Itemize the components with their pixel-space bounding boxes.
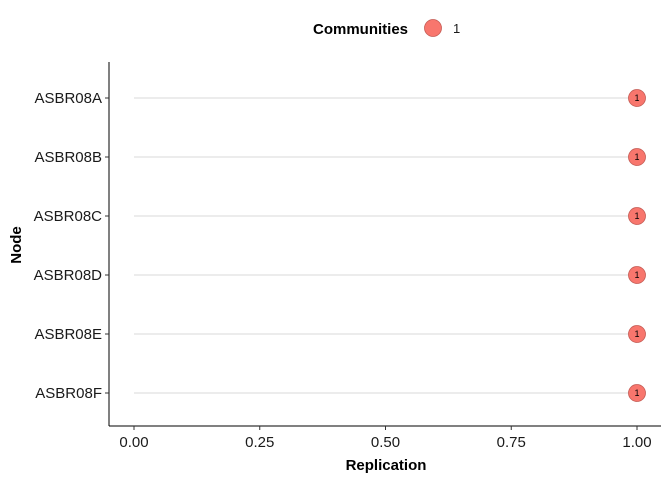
y-tick-label: ASBR08B	[34, 149, 102, 166]
x-tick-label: 0.75	[497, 434, 526, 451]
y-axis-ticks: ASBR08A ASBR08B ASBR08C ASBR08D ASBR08E ASBR0…	[34, 90, 109, 402]
data-point	[628, 207, 646, 225]
x-axis-ticks: 0.00 0.25 0.50 0.75 1.00	[119, 426, 652, 451]
legend-title: Communities	[313, 21, 408, 38]
data-point-label: 1	[634, 388, 639, 398]
data-points: 1 1 1 1 1 1	[628, 89, 646, 402]
legend-label: 1	[453, 21, 460, 36]
y-tick-label: ASBR08C	[34, 208, 103, 225]
data-point	[628, 384, 646, 402]
y-axis-title: Node	[8, 226, 25, 264]
legend-key-point	[424, 19, 442, 37]
data-point	[628, 266, 646, 284]
x-tick-label: 0.25	[245, 434, 274, 451]
data-point-label: 1	[634, 270, 639, 280]
data-point-label: 1	[634, 152, 639, 162]
y-tick-label: ASBR08F	[35, 385, 102, 402]
x-tick-label: 1.00	[622, 434, 651, 451]
data-point-label: 1	[634, 93, 639, 103]
axes	[108, 62, 661, 427]
data-point-label: 1	[634, 329, 639, 339]
x-axis-title: Replication	[346, 457, 427, 474]
x-tick-label: 0.00	[119, 434, 148, 451]
data-point	[628, 89, 646, 107]
data-point-label: 1	[634, 211, 639, 221]
legend: Communities 1	[313, 19, 460, 38]
gridlines	[134, 97, 637, 394]
y-tick-label: ASBR08A	[34, 90, 102, 107]
y-tick-label: ASBR08D	[34, 267, 103, 284]
data-point	[628, 148, 646, 166]
y-tick-label: ASBR08E	[34, 326, 102, 343]
data-point	[628, 325, 646, 343]
x-tick-label: 0.50	[371, 434, 400, 451]
